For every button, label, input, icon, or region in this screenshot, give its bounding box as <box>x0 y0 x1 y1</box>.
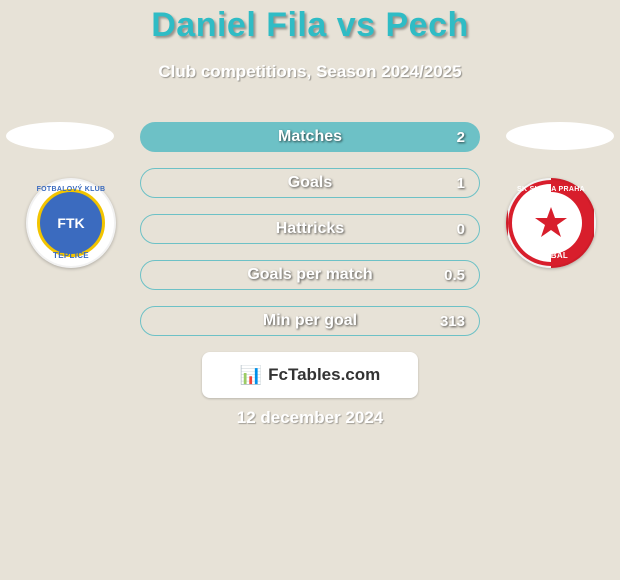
page-subtitle: Club competitions, Season 2024/2025 <box>0 62 620 82</box>
crest-left-bottom-text: TEPLICE <box>28 251 114 260</box>
stat-value: 2 <box>457 129 465 146</box>
crest-left-center-text: FTK <box>57 215 84 231</box>
stat-label: Hattricks <box>276 220 344 238</box>
stat-value: 1 <box>457 175 465 192</box>
stat-row: Matches 2 <box>140 122 480 152</box>
crest-right-inner <box>520 192 582 254</box>
stat-value: 0.5 <box>444 267 465 284</box>
stat-label: Matches <box>278 128 342 146</box>
player-right-placeholder <box>506 122 614 150</box>
stat-row: Goals per match 0.5 <box>140 260 480 290</box>
brand-badge[interactable]: 📊 FcTables.com <box>202 352 418 398</box>
page-title: Daniel Fila vs Pech <box>0 6 620 45</box>
crest-right-ring-text: SK SLAVIA PRAHA <box>508 186 594 193</box>
crest-left-top-text: FOTBALOVÝ KLUB <box>28 186 114 193</box>
stats-table: Matches 2 Goals 1 Hattricks 0 Goals per match 0… <box>140 122 480 352</box>
star-icon <box>531 203 571 243</box>
crest-right-bottom-text: FOTBAL <box>508 251 594 260</box>
player-left-placeholder <box>6 122 114 150</box>
club-crest-left: FOTBALOVÝ KLUB FTK TEPLICE <box>26 178 116 268</box>
comparison-card: Daniel Fila vs Pech Club competitions, S… <box>0 0 620 580</box>
brand-label: FcTables.com <box>268 365 380 385</box>
date-label: 12 december 2024 <box>0 408 620 428</box>
stat-label: Goals per match <box>247 266 372 284</box>
stat-row: Hattricks 0 <box>140 214 480 244</box>
stat-value: 0 <box>457 221 465 238</box>
club-crest-right: SK SLAVIA PRAHA FOTBAL <box>506 178 596 268</box>
stat-row: Min per goal 313 <box>140 306 480 336</box>
stat-value: 313 <box>440 313 465 330</box>
stat-label: Goals <box>288 174 332 192</box>
stat-label: Min per goal <box>263 312 357 330</box>
crest-left-inner: FTK <box>37 189 105 257</box>
chart-icon: 📊 <box>240 365 262 386</box>
stat-row: Goals 1 <box>140 168 480 198</box>
